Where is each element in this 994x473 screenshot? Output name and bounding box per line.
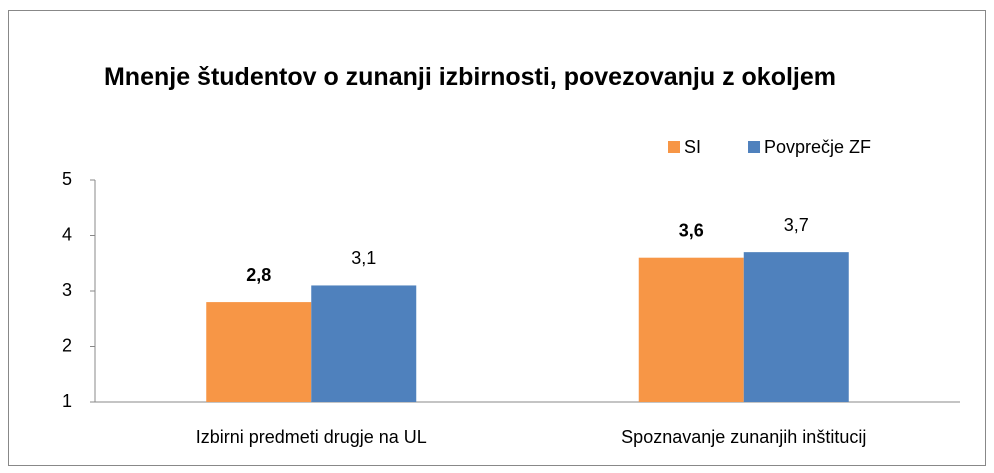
data-label: 3,1 [351, 248, 376, 268]
bar [311, 285, 417, 402]
data-label: 3,7 [784, 215, 809, 235]
legend-swatch [668, 141, 680, 153]
legend-label: SI [684, 137, 701, 157]
data-label: 3,6 [679, 220, 704, 240]
legend-swatch [748, 141, 761, 153]
x-tick-label: Izbirni predmeti drugje na UL [196, 427, 427, 447]
data-label: 2,8 [246, 265, 271, 285]
chart-title: Mnenje študentov o zunanji izbirnosti, p… [103, 63, 836, 91]
y-tick-label: 5 [62, 169, 72, 189]
y-tick-label: 1 [62, 391, 72, 411]
bar [206, 302, 312, 402]
bar [743, 252, 849, 402]
x-tick-label: Spoznavanje zunanjih inštitucij [621, 427, 866, 447]
y-tick-label: 3 [62, 280, 72, 300]
y-tick-label: 2 [62, 335, 72, 355]
y-tick-label: 4 [62, 224, 72, 244]
bar [638, 257, 744, 402]
legend-label: Povprečje ZF [764, 137, 871, 157]
